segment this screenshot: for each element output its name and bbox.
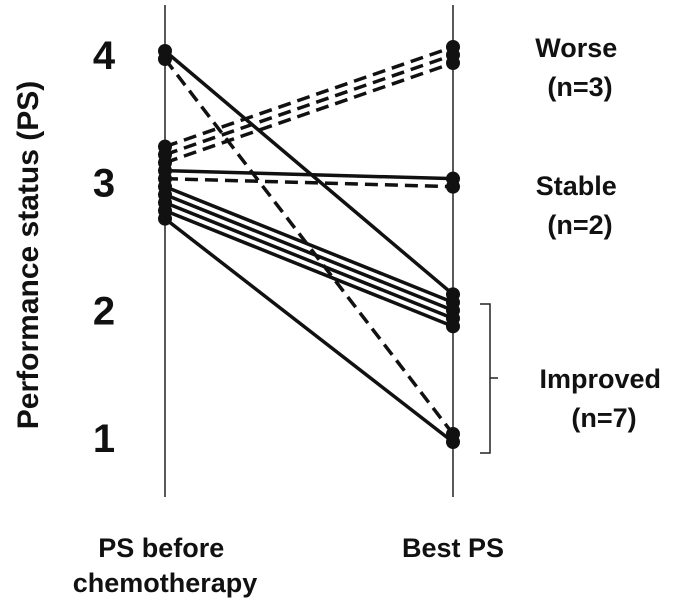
annotation-stable-count: (n=2) <box>547 210 612 240</box>
annotation-worse-label: Worse <box>535 33 617 63</box>
annotation-improved-label: Improved <box>539 364 661 394</box>
annotation-improved-count: (n=7) <box>571 403 636 433</box>
annotation-stable: Stable (n=2) <box>536 171 625 240</box>
x-tick-label-before-line2: chemotherapy <box>73 568 258 598</box>
series-line <box>164 176 454 189</box>
annotation-worse-count: (n=3) <box>547 72 612 102</box>
annotation-stable-label: Stable <box>536 171 617 201</box>
improved-bracket <box>480 303 498 454</box>
x-tick-label-best: Best PS <box>402 533 504 563</box>
series-line <box>164 53 454 157</box>
data-point <box>446 319 460 334</box>
annotation-improved: Improved (n=7) <box>539 364 668 433</box>
data-point <box>446 435 460 449</box>
y-tick-label: 4 <box>93 34 116 78</box>
data-point <box>158 211 172 226</box>
data-point <box>158 52 172 66</box>
series-line <box>163 217 455 444</box>
x-tick-label-best-line1: Best PS <box>402 533 504 563</box>
x-tick-label-before: PS before chemotherapy <box>73 533 258 598</box>
y-axis-title: Performance status (PS) <box>12 81 45 429</box>
y-tick-label: 2 <box>93 289 115 333</box>
series-line <box>164 201 454 320</box>
series-line <box>163 49 455 296</box>
series-line <box>164 209 454 328</box>
series-line <box>164 45 454 149</box>
x-tick-label-before-line1: PS before <box>98 533 224 563</box>
series-line <box>163 57 455 436</box>
annotation-worse: Worse (n=3) <box>535 33 625 102</box>
y-tick-label: 1 <box>93 417 115 461</box>
y-tick-label: 3 <box>93 162 115 206</box>
series-line <box>164 193 454 312</box>
series-line <box>164 61 454 165</box>
data-point <box>446 56 460 70</box>
series-line <box>164 185 454 304</box>
data-point <box>446 179 460 194</box>
